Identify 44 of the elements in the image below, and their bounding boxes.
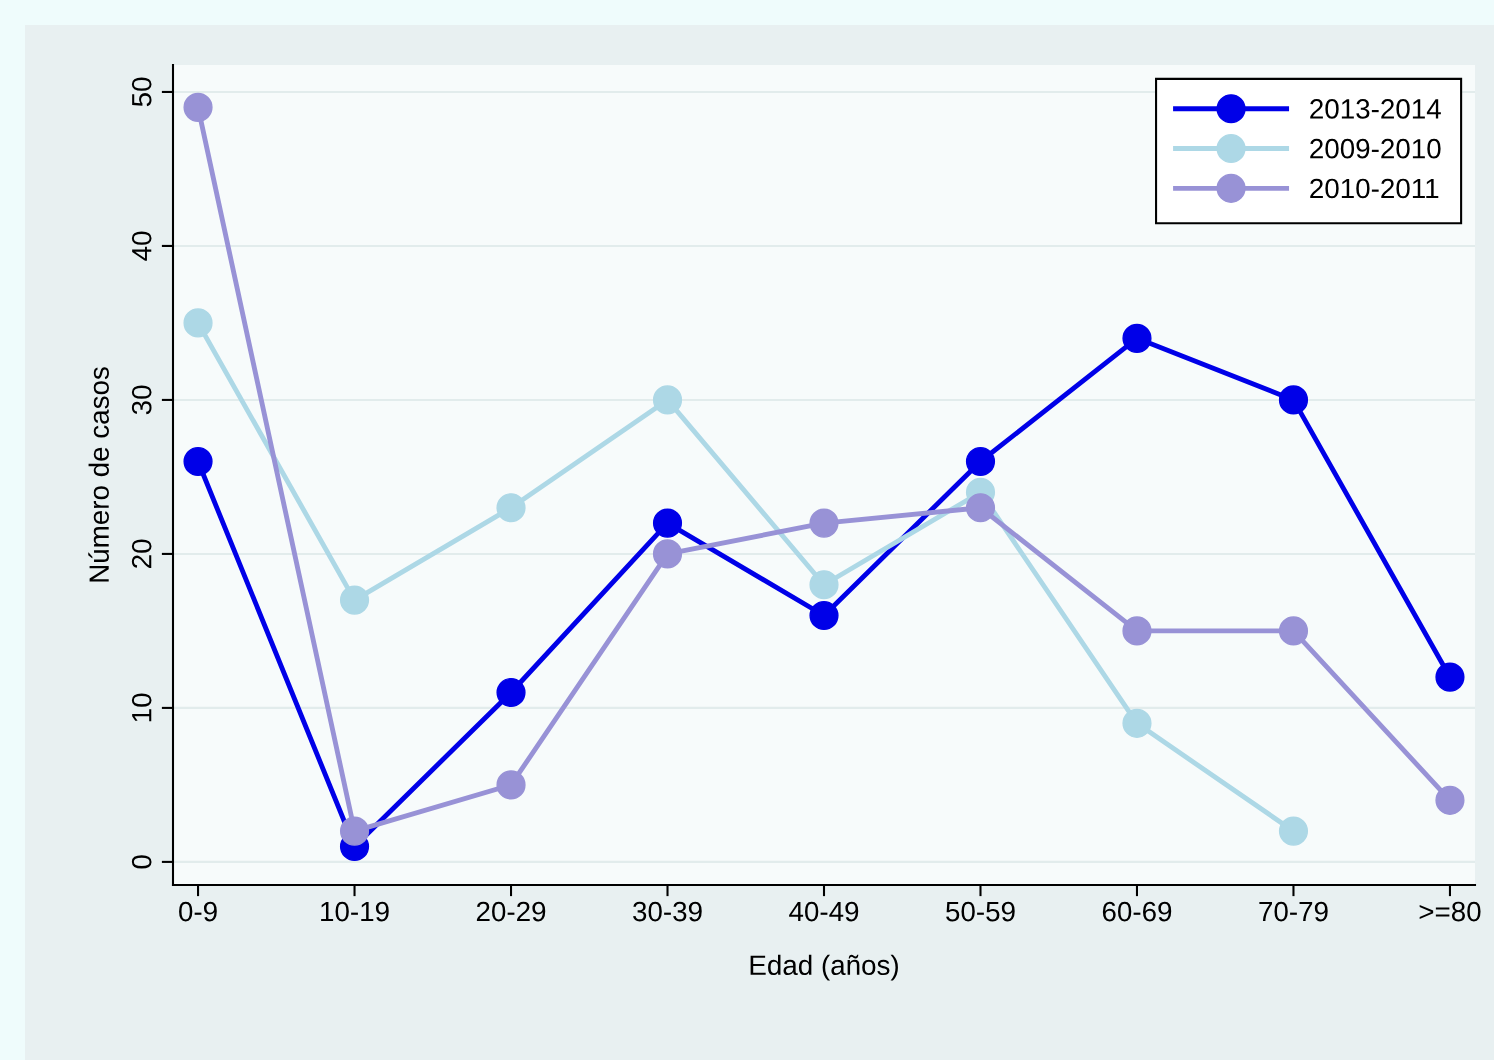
x-tick-label: 40-49 bbox=[789, 901, 859, 922]
legend-label: 2009-2010 bbox=[1310, 138, 1441, 159]
x-tick-label: 20-29 bbox=[476, 901, 546, 922]
point bbox=[1278, 385, 1309, 415]
point bbox=[339, 816, 370, 846]
point bbox=[183, 92, 213, 122]
point bbox=[183, 308, 213, 338]
point bbox=[809, 600, 839, 631]
point bbox=[1278, 816, 1309, 846]
point bbox=[652, 385, 683, 415]
x-axis-title: Edad (años) bbox=[750, 954, 898, 981]
y-tick-label: 0 bbox=[131, 855, 152, 869]
point bbox=[496, 493, 526, 523]
point bbox=[1435, 785, 1465, 815]
point bbox=[496, 677, 526, 708]
point bbox=[1122, 323, 1152, 353]
y-tick-label: 50 bbox=[131, 77, 152, 107]
y-tick-label: 10 bbox=[131, 693, 152, 722]
point bbox=[965, 446, 996, 477]
x-tick-label: 60-69 bbox=[1102, 901, 1172, 922]
point bbox=[1278, 616, 1309, 646]
point bbox=[1122, 708, 1152, 738]
point bbox=[809, 570, 839, 600]
point bbox=[183, 446, 213, 477]
y-axis-title: Número de casos bbox=[88, 367, 109, 582]
point bbox=[652, 539, 683, 569]
x-tick-label: 50-59 bbox=[946, 901, 1015, 922]
y-tick-label: 20 bbox=[131, 539, 152, 568]
point bbox=[1122, 616, 1152, 646]
y-tick-label: 30 bbox=[131, 385, 152, 415]
point bbox=[1435, 662, 1465, 692]
point bbox=[809, 508, 839, 538]
point bbox=[652, 508, 683, 538]
x-tick-label: 10-19 bbox=[321, 901, 389, 922]
legend-label: 2010-2011 bbox=[1310, 178, 1439, 199]
x-tick-label: 0-9 bbox=[179, 901, 217, 922]
x-tick-label: >=80 bbox=[1419, 901, 1481, 922]
point bbox=[965, 493, 996, 523]
x-tick-label: 30-39 bbox=[633, 901, 702, 922]
point bbox=[496, 770, 526, 800]
point bbox=[339, 585, 370, 615]
x-tick-label: 70-79 bbox=[1259, 901, 1328, 922]
y-tick-label: 40 bbox=[131, 231, 152, 261]
legend-label: 2013-2014 bbox=[1310, 99, 1441, 119]
